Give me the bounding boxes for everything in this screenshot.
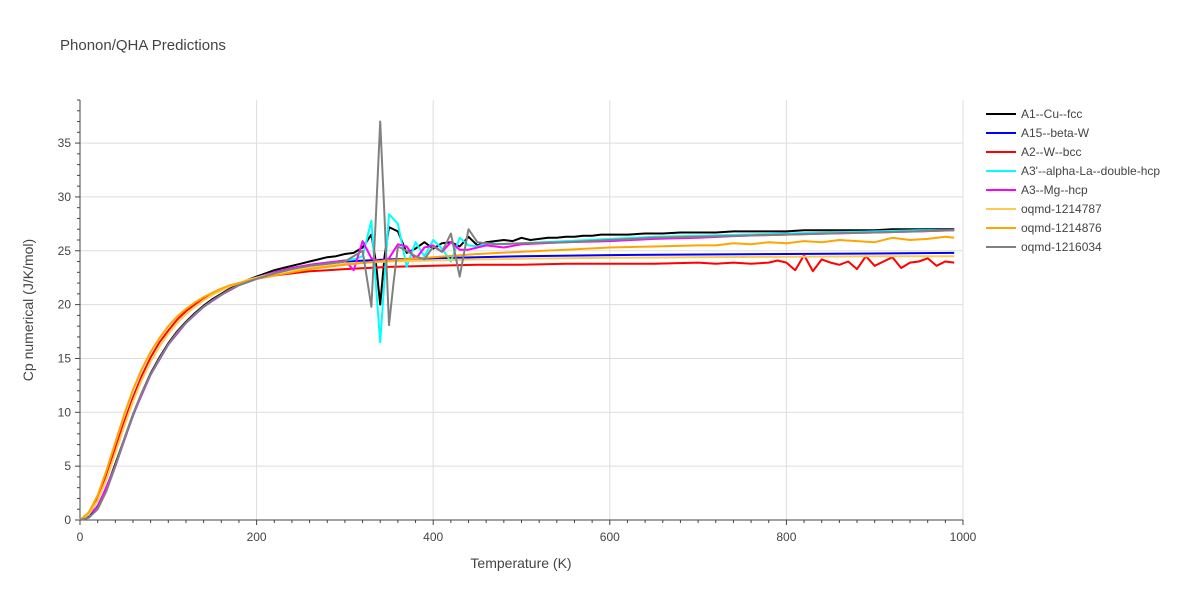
x-tick-label: 1000 [950,530,977,544]
legend: A1--Cu--fcc A15--beta-W A2--W--bcc A3'--alp… [986,107,1160,254]
y-tick-label: 25 [58,244,72,258]
legend-item[interactable]: A3'--alpha-La--double-hcp [986,164,1160,178]
axes [75,99,964,525]
y-tick-label: 35 [58,136,72,150]
x-axis-title: Temperature (K) [470,555,571,571]
legend-item[interactable]: A3--Mg--hcp [986,183,1088,197]
legend-item[interactable]: A1--Cu--fcc [986,107,1082,121]
legend-label: A2--W--bcc [1021,145,1081,159]
y-axis-title: Cp numerical (J/K/mol) [20,239,36,381]
chart-title: Phonon/QHA Predictions [60,37,226,54]
legend-label: A3--Mg--hcp [1021,183,1088,197]
x-tick-label: 600 [600,530,620,544]
y-tick-label: 15 [58,351,72,365]
series-line-6 [79,255,955,521]
series-line-3 [79,254,955,521]
legend-label: A1--Cu--fcc [1021,107,1082,121]
y-tick-label: 10 [58,405,72,419]
series-line-5 [79,229,955,521]
series-line-1 [79,226,955,521]
y-tick-label: 5 [64,459,71,473]
x-tick-label: 400 [423,530,443,544]
y-tick-label: 20 [58,298,72,312]
y-tick-label: 30 [58,190,72,204]
legend-item[interactable]: oqmd-1214876 [986,221,1102,235]
legend-label: oqmd-1216034 [1021,240,1102,254]
legend-label: A15--beta-W [1021,126,1090,140]
x-tick-label: 0 [77,530,84,544]
legend-item[interactable]: oqmd-1214787 [986,202,1102,216]
legend-label: A3'--alpha-La--double-hcp [1021,164,1160,178]
series-line-7 [79,235,955,521]
gridlines [80,100,964,520]
legend-item[interactable]: A2--W--bcc [986,145,1081,159]
x-tick-label: 800 [776,530,796,544]
legend-label: oqmd-1214787 [1021,202,1102,216]
legend-item[interactable]: oqmd-1216034 [986,240,1102,254]
x-tick-label: 200 [247,530,267,544]
legend-item[interactable]: A15--beta-W [986,126,1090,140]
tick-labels: 0 200 400 600 800 1000 0 5 10 15 20 25 30 35 [58,136,977,544]
series-layer [79,120,955,521]
series-line-8 [79,120,955,521]
legend-label: oqmd-1214876 [1021,221,1102,235]
y-tick-label: 0 [64,513,71,527]
